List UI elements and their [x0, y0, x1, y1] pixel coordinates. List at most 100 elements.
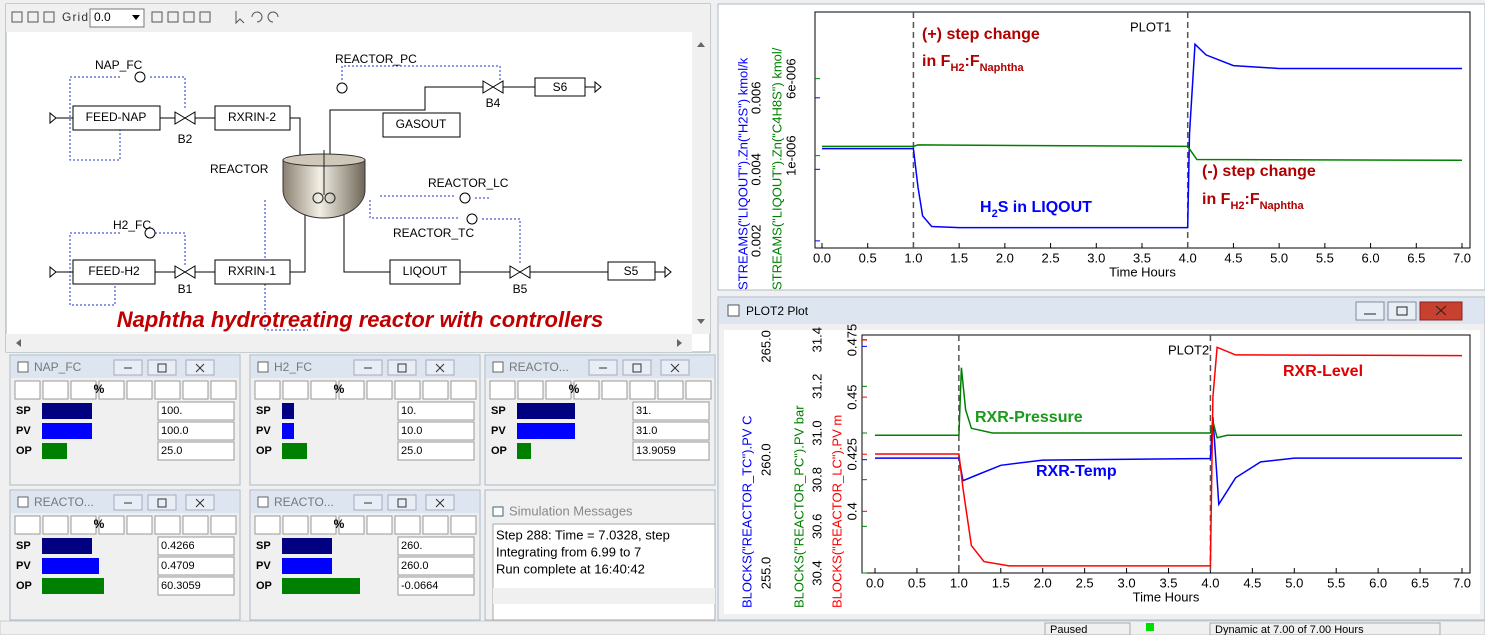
faceplate-bar [42, 443, 67, 459]
faceplate-tool[interactable] [518, 381, 543, 399]
faceplate-row-label: PV [491, 425, 506, 437]
faceplate-title: H2_FC [274, 360, 312, 374]
faceplate-bar [282, 443, 307, 459]
faceplate-tool[interactable] [127, 381, 152, 399]
annotation: RXR-Level [1283, 363, 1363, 380]
faceplate-tool[interactable] [423, 516, 448, 534]
annotation: RXR-Pressure [975, 409, 1083, 426]
vertical-scrollbar[interactable] [692, 32, 710, 334]
block-label: B5 [513, 282, 528, 296]
y-tick-label: 0.425 [844, 438, 859, 471]
faceplate-percent: % [569, 382, 580, 396]
annotation-part: RXR-Temp [1036, 463, 1117, 480]
faceplate-value: 0.4709 [161, 560, 195, 572]
faceplate-tool[interactable] [686, 381, 711, 399]
faceplate-tool[interactable] [43, 381, 68, 399]
x-tick-label: 5.0 [1285, 575, 1303, 590]
faceplate-tool[interactable] [283, 381, 308, 399]
faceplate-tool[interactable] [367, 516, 392, 534]
faceplate-bar [517, 443, 531, 459]
faceplate-tool[interactable] [255, 381, 280, 399]
annotation-part: S in LIQOUT [998, 199, 1092, 216]
faceplate-tool[interactable] [71, 381, 96, 399]
faceplate-bar [282, 423, 294, 439]
y-axis-label: STREAMS("LIQOUT").Zn("C4H8S") kmol/ [769, 47, 784, 290]
x-tick-label: 7.0 [1453, 575, 1471, 590]
window-button[interactable] [623, 360, 651, 375]
block-label: H2_FC [113, 218, 151, 232]
x-tick-label: 0.0 [866, 575, 884, 590]
faceplate-value: 100.0 [161, 425, 189, 437]
faceplate-tool[interactable] [395, 381, 420, 399]
faceplate-tool[interactable] [15, 381, 40, 399]
faceplate-bar [517, 403, 575, 419]
faceplate-row-label: OP [256, 580, 272, 592]
window-button[interactable] [148, 495, 176, 510]
faceplate-tool[interactable] [451, 516, 476, 534]
faceplate-percent: % [334, 517, 345, 531]
faceplate-tool[interactable] [658, 381, 683, 399]
faceplate-value: 25.0 [161, 445, 182, 457]
y-tick-label: 0.002 [748, 225, 763, 258]
x-axis-label: Time Hours [1133, 589, 1200, 604]
faceplate-bar [282, 538, 332, 554]
messages-scrollbar[interactable] [493, 588, 715, 604]
faceplate-tool[interactable] [43, 516, 68, 534]
faceplate-tool[interactable] [490, 381, 515, 399]
window-button[interactable] [388, 360, 416, 375]
annotation-part: H2 [950, 62, 964, 74]
faceplate-row-label: SP [16, 540, 31, 552]
faceplate-title: NAP_FC [34, 360, 82, 374]
window-button[interactable] [148, 360, 176, 375]
faceplate-tool[interactable] [211, 381, 236, 399]
horizontal-scrollbar[interactable] [6, 334, 692, 352]
y-tick-label: 31.2 [809, 374, 824, 399]
faceplate-bar [282, 403, 294, 419]
faceplate-tool[interactable] [155, 516, 180, 534]
faceplate-bar [42, 538, 92, 554]
faceplate-tool[interactable] [546, 381, 571, 399]
annotation-part: RXR-Pressure [975, 409, 1083, 426]
block-label: GASOUT [396, 117, 447, 131]
faceplate-tool[interactable] [211, 516, 236, 534]
block-label: FEED-NAP [86, 110, 147, 124]
faceplate-tool[interactable] [451, 381, 476, 399]
faceplate-value: 25.0 [401, 445, 422, 457]
faceplate-row-label: OP [491, 445, 507, 457]
faceplate-bar [282, 558, 332, 574]
x-axis-label: Time Hours [1109, 264, 1176, 279]
x-tick-label: 4.5 [1224, 250, 1242, 265]
x-tick-label: 3.5 [1133, 250, 1151, 265]
faceplate-tool[interactable] [155, 381, 180, 399]
faceplate-tool[interactable] [311, 516, 336, 534]
faceplate-tool[interactable] [15, 516, 40, 534]
window-icon [18, 362, 28, 372]
faceplate-tool[interactable] [311, 381, 336, 399]
faceplate-tool[interactable] [367, 381, 392, 399]
faceplate-bar [42, 558, 99, 574]
message-line: Step 288: Time = 7.0328, step [496, 527, 670, 542]
plot2-window-buttons[interactable] [1356, 302, 1462, 320]
x-tick-label: 2.0 [996, 250, 1014, 265]
window-button[interactable] [388, 495, 416, 510]
faceplate-tool[interactable] [71, 516, 96, 534]
x-tick-label: 2.5 [1042, 250, 1060, 265]
faceplate-tool[interactable] [630, 381, 655, 399]
y-tick-label: 0.4 [844, 502, 859, 520]
faceplate-tool[interactable] [423, 381, 448, 399]
faceplate-tool[interactable] [255, 516, 280, 534]
faceplate-tool[interactable] [183, 381, 208, 399]
faceplate-bar [42, 423, 92, 439]
faceplate-tool[interactable] [283, 516, 308, 534]
faceplate-tool[interactable] [602, 381, 627, 399]
faceplate-tool[interactable] [395, 516, 420, 534]
faceplate-tool[interactable] [183, 516, 208, 534]
x-tick-label: 6.5 [1407, 250, 1425, 265]
faceplate-tool[interactable] [127, 516, 152, 534]
grid-value[interactable]: 0.0 [94, 10, 111, 24]
window-icon [258, 497, 268, 507]
faceplate-bar [42, 578, 104, 594]
x-tick-label: 4.5 [1243, 575, 1261, 590]
block-label: FEED-H2 [88, 264, 140, 278]
faceplate-row-label: PV [256, 425, 271, 437]
